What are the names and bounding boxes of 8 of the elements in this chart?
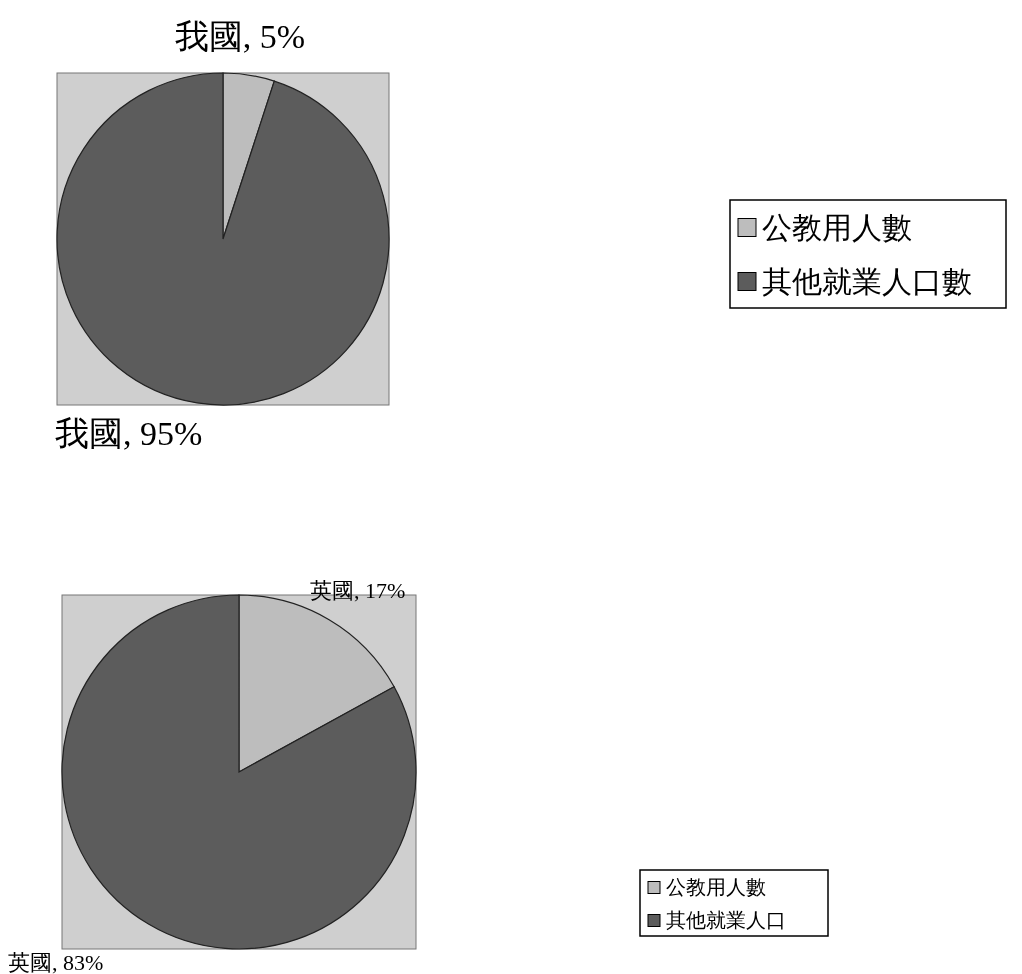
legend-label: 公教用人數 [666,875,766,898]
data-label: 英國, 83% [8,950,104,974]
data-label: 英國, 17% [310,578,406,603]
data-label: 我國, 5% [174,18,306,55]
legend-label: 其他就業人口數 [762,264,972,298]
legend-label: 其他就業人口 [666,908,786,931]
legend-label: 公教用人數 [762,210,912,244]
data-label: 我國, 95% [55,415,203,452]
